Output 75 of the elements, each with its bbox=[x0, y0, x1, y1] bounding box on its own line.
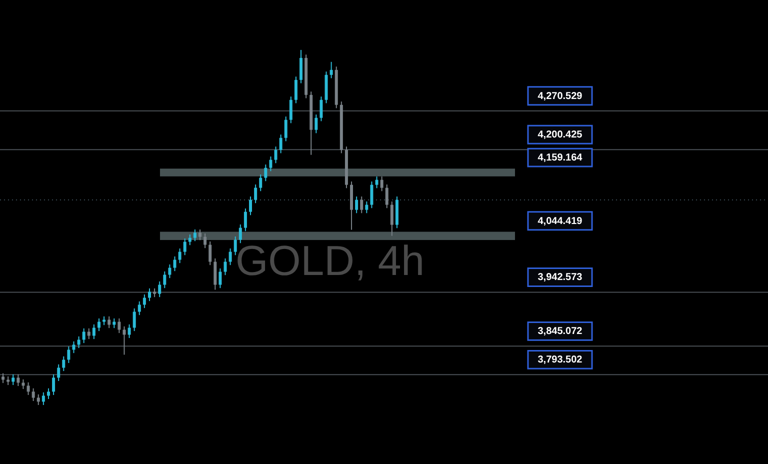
candlestick bbox=[183, 238, 186, 256]
candlestick bbox=[173, 256, 176, 272]
candlestick bbox=[36, 394, 40, 406]
candlestick bbox=[22, 378, 25, 390]
candlestick bbox=[128, 324, 131, 339]
candlestick bbox=[289, 96, 292, 124]
candlestick bbox=[42, 392, 45, 406]
candlestick bbox=[148, 288, 151, 302]
candlestick bbox=[46, 388, 50, 400]
candlestick bbox=[178, 248, 182, 264]
candlestick bbox=[2, 372, 5, 384]
candlestick bbox=[52, 374, 56, 396]
candlestick bbox=[370, 181, 374, 209]
candlestick bbox=[228, 248, 232, 266]
candlestick bbox=[375, 176, 378, 189]
candlestick bbox=[57, 364, 60, 382]
candlestick bbox=[142, 294, 146, 309]
ref-line-label: 4,270.529 bbox=[538, 90, 583, 102]
text: GOLD, 4h bbox=[235, 237, 425, 284]
candlestick bbox=[122, 326, 126, 356]
candlestick bbox=[224, 258, 227, 276]
candlestick bbox=[365, 200, 368, 214]
candlestick bbox=[385, 184, 388, 209]
candlestick bbox=[269, 156, 272, 172]
candlestick bbox=[77, 336, 80, 349]
candlestick bbox=[284, 116, 288, 142]
candlestick bbox=[208, 240, 212, 266]
candlestick bbox=[214, 258, 217, 290]
candlestick bbox=[26, 382, 30, 396]
candlestick bbox=[108, 316, 111, 329]
candlestick bbox=[279, 134, 282, 154]
candlestick bbox=[360, 196, 364, 214]
candlestick bbox=[138, 300, 141, 316]
band-label: 4,044.419 bbox=[538, 216, 583, 227]
candlestick bbox=[67, 346, 70, 364]
candlestick bbox=[12, 374, 15, 386]
candlestick bbox=[294, 76, 298, 104]
candlestick bbox=[72, 340, 76, 354]
candlestick bbox=[82, 328, 86, 344]
candlestick bbox=[32, 388, 35, 402]
candlestick bbox=[274, 146, 278, 164]
candlestick bbox=[158, 280, 162, 298]
candlestick bbox=[390, 200, 394, 236]
candlestick bbox=[254, 184, 258, 204]
candlestick bbox=[132, 308, 136, 332]
candlestick bbox=[188, 234, 192, 246]
candlestick bbox=[234, 236, 237, 256]
candlestick bbox=[330, 61, 333, 79]
candlestick bbox=[259, 174, 262, 192]
candlestick bbox=[92, 324, 96, 340]
candlestick bbox=[380, 176, 384, 192]
candlestick bbox=[204, 232, 207, 249]
candlestick bbox=[249, 196, 252, 216]
candlestick bbox=[97, 318, 100, 332]
candlestick bbox=[163, 270, 166, 289]
candlestick bbox=[218, 268, 222, 289]
candlestick bbox=[118, 318, 121, 334]
candlestick bbox=[314, 114, 318, 134]
ref-line-label: 4,200.425 bbox=[538, 130, 583, 141]
candlestick bbox=[198, 228, 202, 241]
candlestick bbox=[238, 224, 242, 244]
candlestick bbox=[355, 196, 358, 214]
candlestick bbox=[244, 208, 247, 232]
ref-line-label: 3,845.072 bbox=[538, 326, 583, 338]
ref-line-label: 3,942.573 bbox=[538, 272, 583, 284]
candlestick bbox=[193, 228, 196, 242]
candlestick bbox=[168, 264, 172, 279]
candlestick bbox=[320, 96, 323, 122]
band-label: 4,159.164 bbox=[538, 152, 583, 164]
candlestick bbox=[300, 49, 303, 84]
candlestick bbox=[16, 374, 20, 387]
candlestick bbox=[264, 164, 268, 182]
candlestick bbox=[87, 328, 90, 340]
ref-line-label: 3,793.502 bbox=[538, 354, 583, 366]
candlestick bbox=[62, 356, 66, 372]
